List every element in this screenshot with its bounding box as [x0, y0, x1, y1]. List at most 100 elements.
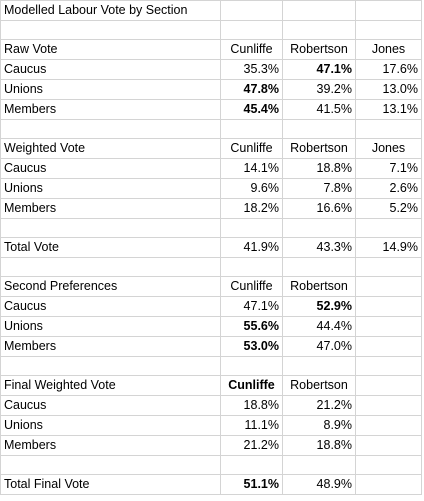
row-label[interactable]: Members [0, 336, 221, 357]
value-cell[interactable]: 47.1% [282, 59, 356, 80]
value-cell[interactable]: 18.8% [282, 435, 356, 456]
value-cell[interactable] [355, 296, 422, 317]
total-value[interactable]: 41.9% [220, 237, 283, 258]
column-header[interactable]: Robertson [282, 375, 356, 396]
column-header[interactable] [355, 276, 422, 297]
empty-cell[interactable] [0, 119, 221, 139]
total-value[interactable] [355, 474, 422, 495]
value-cell[interactable]: 47.0% [282, 336, 356, 357]
empty-cell[interactable] [355, 356, 422, 376]
column-header[interactable]: Robertson [282, 276, 356, 297]
column-header[interactable]: Robertson [282, 138, 356, 159]
row-label[interactable]: Caucus [0, 59, 221, 80]
total-value[interactable]: 48.9% [282, 474, 356, 495]
value-cell[interactable]: 47.8% [220, 79, 283, 100]
empty-cell[interactable] [0, 218, 221, 238]
row-label[interactable]: Caucus [0, 395, 221, 416]
value-cell[interactable] [355, 415, 422, 436]
row-label[interactable]: Unions [0, 79, 221, 100]
value-cell[interactable]: 18.8% [220, 395, 283, 416]
empty-cell[interactable] [220, 218, 283, 238]
empty-cell[interactable] [355, 0, 422, 21]
empty-cell[interactable] [355, 20, 422, 40]
section-heading[interactable]: Second Preferences [0, 276, 221, 297]
row-label[interactable]: Unions [0, 415, 221, 436]
value-cell[interactable]: 35.3% [220, 59, 283, 80]
value-cell[interactable] [355, 336, 422, 357]
empty-cell[interactable] [0, 356, 221, 376]
value-cell[interactable]: 9.6% [220, 178, 283, 199]
empty-cell[interactable] [220, 20, 283, 40]
value-cell[interactable]: 47.1% [220, 296, 283, 317]
value-cell[interactable]: 52.9% [282, 296, 356, 317]
row-label[interactable]: Members [0, 435, 221, 456]
value-cell[interactable]: 11.1% [220, 415, 283, 436]
total-value[interactable]: 14.9% [355, 237, 422, 258]
empty-cell[interactable] [220, 0, 283, 21]
total-label[interactable]: Total Vote [0, 237, 221, 258]
total-label[interactable]: Total Final Vote [0, 474, 221, 495]
section-heading[interactable]: Raw Vote [0, 39, 221, 60]
value-cell[interactable] [355, 316, 422, 337]
value-cell[interactable] [355, 395, 422, 416]
empty-cell[interactable] [282, 218, 356, 238]
empty-cell[interactable] [282, 257, 356, 277]
value-cell[interactable]: 44.4% [282, 316, 356, 337]
value-cell[interactable]: 55.6% [220, 316, 283, 337]
empty-cell[interactable] [282, 356, 356, 376]
row-label[interactable]: Caucus [0, 296, 221, 317]
value-cell[interactable]: 17.6% [355, 59, 422, 80]
value-cell[interactable]: 13.1% [355, 99, 422, 120]
value-cell[interactable]: 39.2% [282, 79, 356, 100]
empty-cell[interactable] [355, 119, 422, 139]
empty-cell[interactable] [355, 257, 422, 277]
value-cell[interactable]: 45.4% [220, 99, 283, 120]
empty-cell[interactable] [0, 20, 221, 40]
row-label[interactable]: Members [0, 198, 221, 219]
value-cell[interactable]: 53.0% [220, 336, 283, 357]
empty-cell[interactable] [220, 119, 283, 139]
empty-cell[interactable] [282, 455, 356, 475]
value-cell[interactable]: 18.2% [220, 198, 283, 219]
value-cell[interactable]: 5.2% [355, 198, 422, 219]
value-cell[interactable]: 8.9% [282, 415, 356, 436]
value-cell[interactable]: 7.8% [282, 178, 356, 199]
value-cell[interactable]: 18.8% [282, 158, 356, 179]
empty-cell[interactable] [220, 356, 283, 376]
value-cell[interactable]: 21.2% [220, 435, 283, 456]
empty-cell[interactable] [355, 218, 422, 238]
column-header[interactable]: Robertson [282, 39, 356, 60]
column-header[interactable]: Jones [355, 39, 422, 60]
column-header[interactable]: Cunliffe [220, 39, 283, 60]
column-header[interactable]: Cunliffe [220, 375, 283, 396]
column-header[interactable] [355, 375, 422, 396]
total-value[interactable]: 43.3% [282, 237, 356, 258]
empty-cell[interactable] [220, 257, 283, 277]
empty-cell[interactable] [355, 455, 422, 475]
column-header[interactable]: Cunliffe [220, 276, 283, 297]
column-header[interactable]: Cunliffe [220, 138, 283, 159]
empty-cell[interactable] [282, 119, 356, 139]
row-label[interactable]: Unions [0, 178, 221, 199]
empty-cell[interactable] [0, 455, 221, 475]
empty-cell[interactable] [0, 257, 221, 277]
value-cell[interactable]: 7.1% [355, 158, 422, 179]
value-cell[interactable]: 16.6% [282, 198, 356, 219]
value-cell[interactable]: 2.6% [355, 178, 422, 199]
value-cell[interactable]: 41.5% [282, 99, 356, 120]
section-heading[interactable]: Weighted Vote [0, 138, 221, 159]
sheet-title[interactable]: Modelled Labour Vote by Section [0, 0, 221, 21]
empty-cell[interactable] [220, 455, 283, 475]
row-label[interactable]: Unions [0, 316, 221, 337]
value-cell[interactable]: 14.1% [220, 158, 283, 179]
empty-cell[interactable] [282, 20, 356, 40]
total-value[interactable]: 51.1% [220, 474, 283, 495]
empty-cell[interactable] [282, 0, 356, 21]
value-cell[interactable]: 13.0% [355, 79, 422, 100]
row-label[interactable]: Caucus [0, 158, 221, 179]
section-heading[interactable]: Final Weighted Vote [0, 375, 221, 396]
value-cell[interactable]: 21.2% [282, 395, 356, 416]
value-cell[interactable] [355, 435, 422, 456]
column-header[interactable]: Jones [355, 138, 422, 159]
row-label[interactable]: Members [0, 99, 221, 120]
